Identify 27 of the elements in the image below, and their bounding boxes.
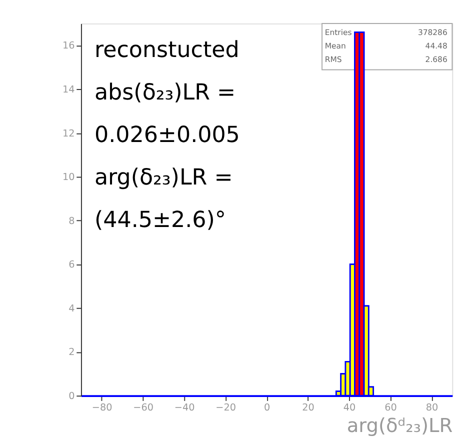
annotation: 0.026±0.005 (94, 122, 240, 148)
annotation: arg(δ₂₃)LR = (94, 164, 233, 190)
x-tick-label: −60 (133, 402, 154, 414)
text: Mean 44.48 (324, 42, 448, 51)
text: Entries 378286 (324, 28, 448, 38)
y-tick-label: 14 (62, 84, 75, 96)
y-tick-label: 16 (62, 40, 75, 52)
y-tick-label: 10 (62, 172, 75, 184)
x-tick-label: 40 (343, 402, 356, 414)
y-tick-label: 0 (68, 390, 75, 402)
x-tick-label: 60 (384, 402, 397, 414)
y-tick-label: 6 (68, 260, 75, 271)
text: RMS 2.686 (324, 55, 448, 64)
annotation: reconstucted (94, 37, 240, 64)
y-tick-label: 2 (68, 347, 75, 358)
y-tick-label: 8 (68, 216, 75, 227)
y-tick-label: 12 (62, 128, 75, 140)
x-tick-label: −20 (216, 402, 236, 414)
annotation: abs(δ₂₃)LR = (94, 80, 236, 106)
x-tick-label: 0 (264, 402, 270, 414)
annotation: (44.5±2.6)° (94, 206, 226, 233)
x-tick-label: 20 (302, 402, 314, 414)
x-tick-label: −40 (174, 402, 195, 414)
x-tick-label: −80 (92, 402, 112, 414)
y-tick-label: 4 (68, 303, 75, 314)
x-axis-title: arg(δᵈ₂₃)LR (346, 414, 453, 437)
x-tick-label: 80 (426, 402, 438, 414)
